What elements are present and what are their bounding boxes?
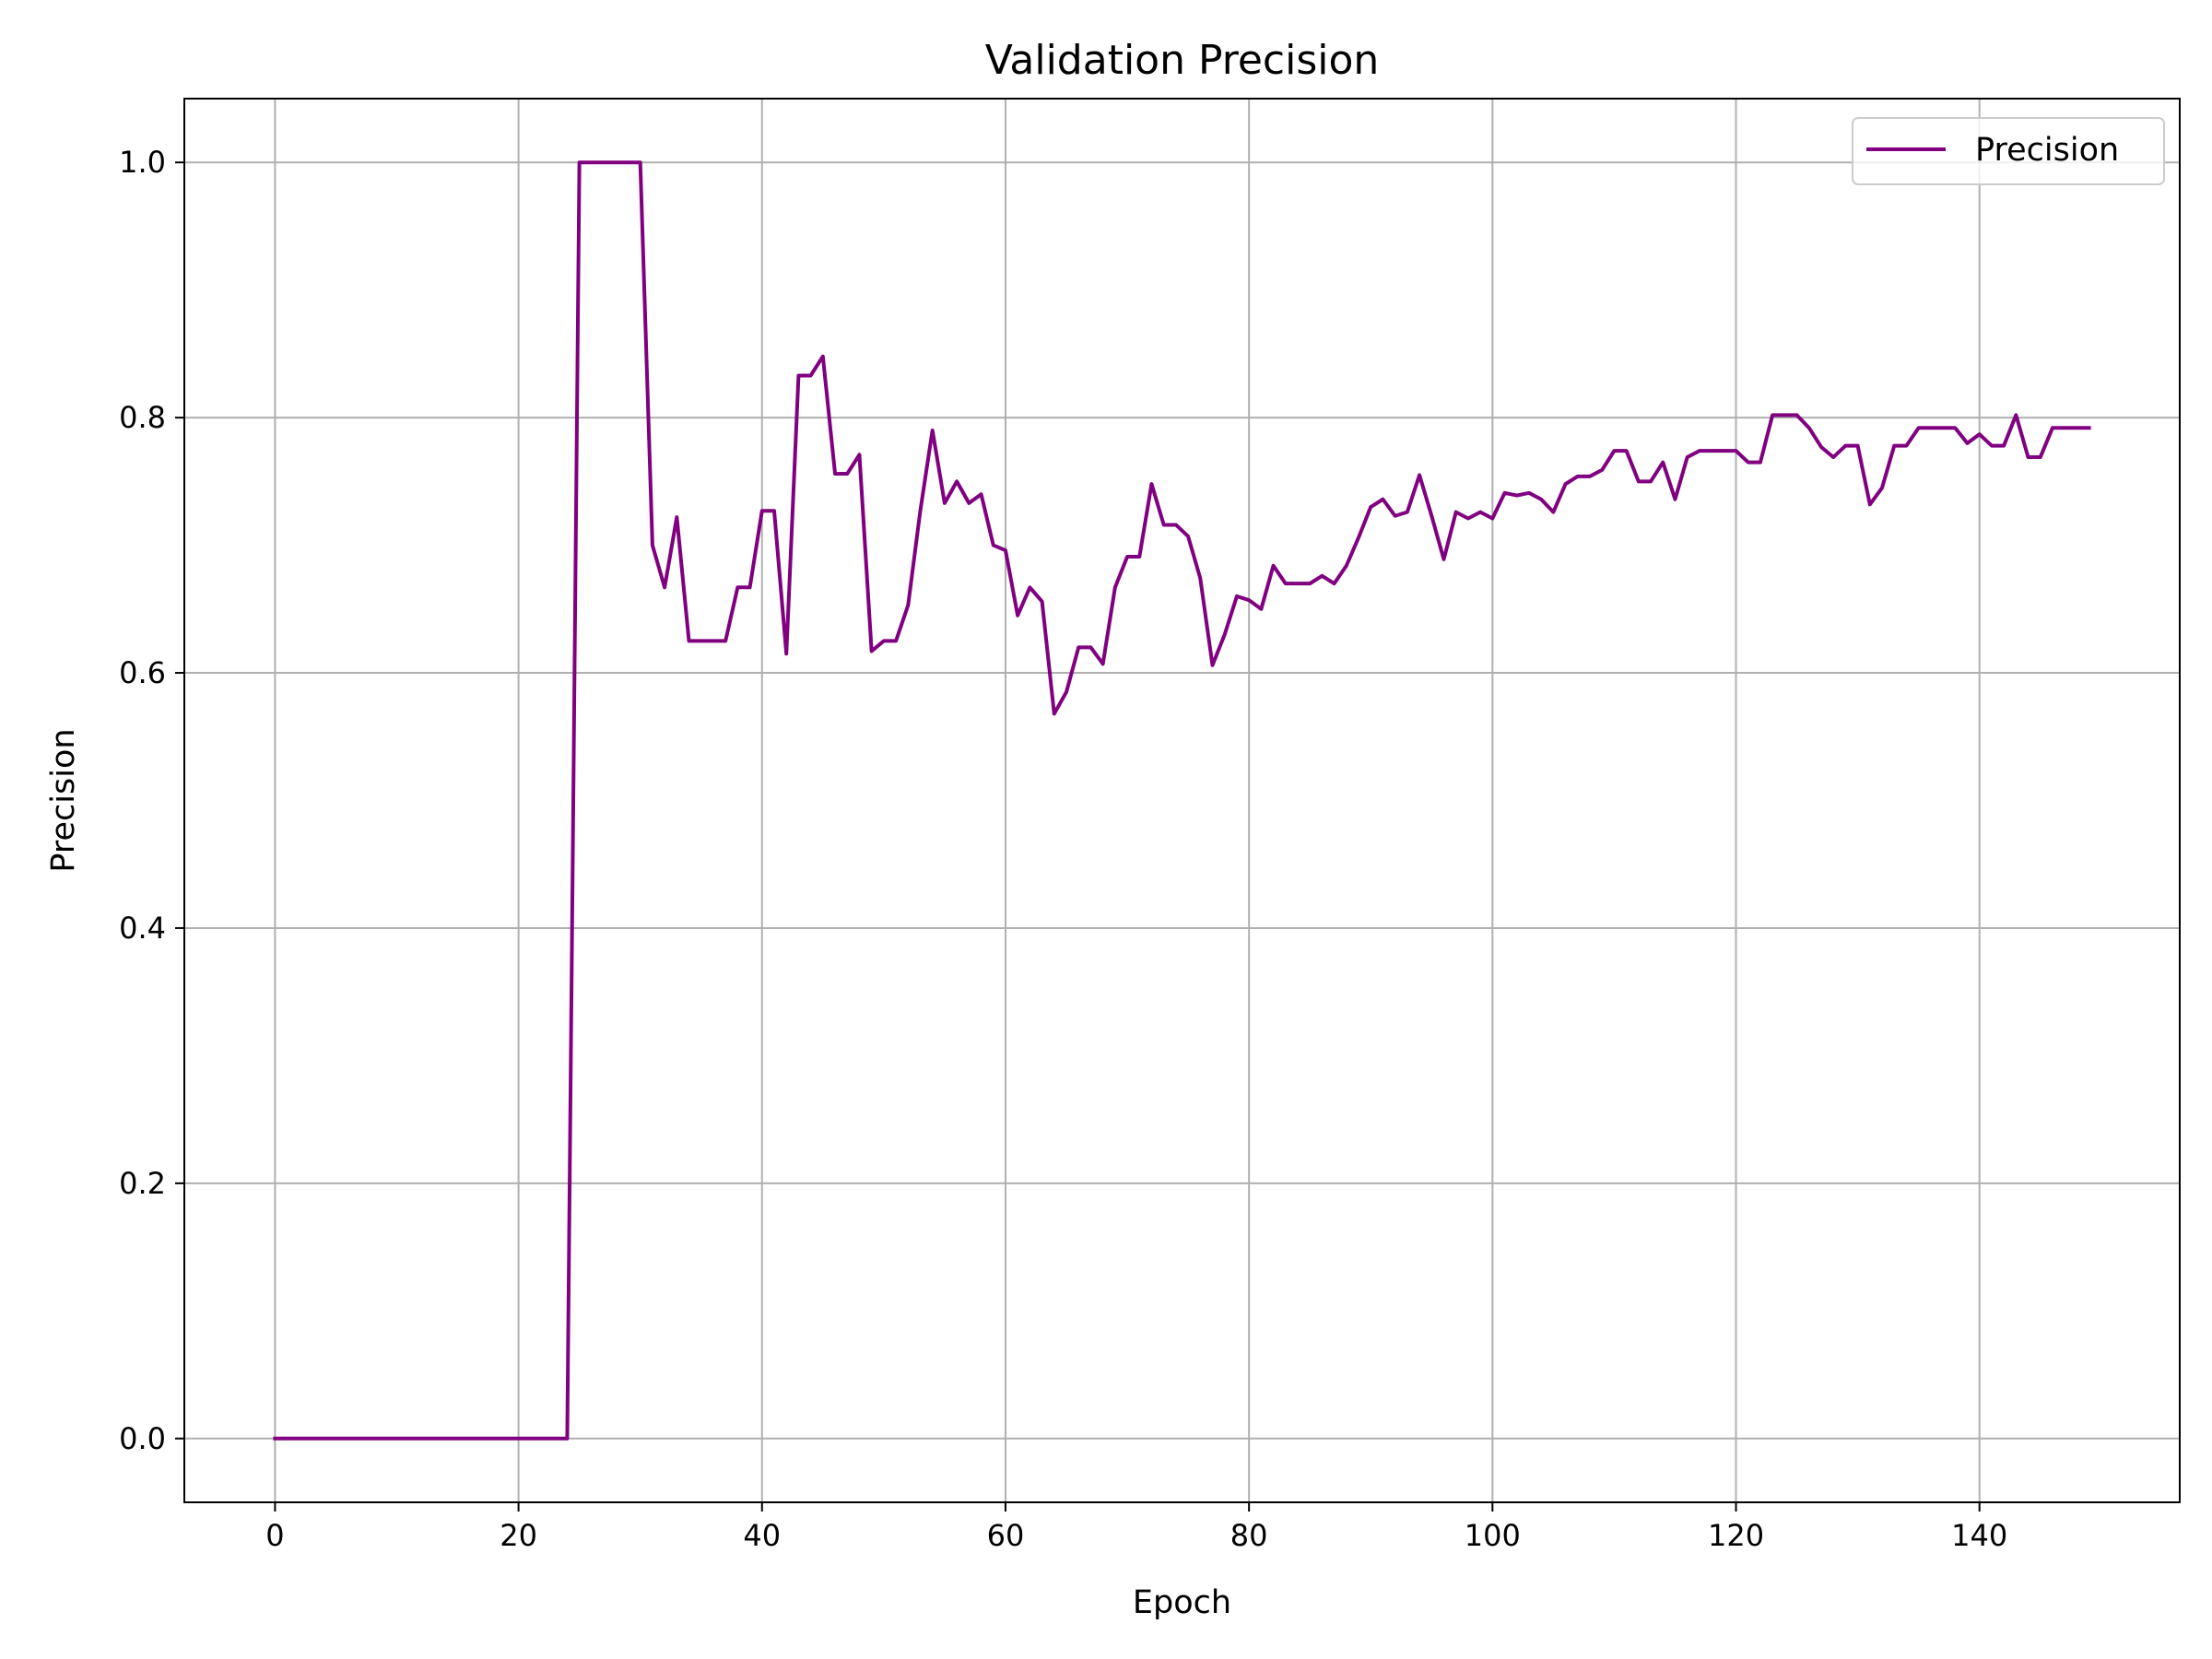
- x-tick-label: 0: [265, 1518, 284, 1553]
- chart-title: Validation Precision: [985, 37, 1380, 84]
- y-tick-label: 1.0: [119, 145, 166, 180]
- legend-box: [1852, 117, 2165, 185]
- y-tick-label: 0.6: [119, 655, 166, 690]
- x-tick-label: 20: [500, 1518, 537, 1553]
- series-layer: [273, 160, 2091, 1441]
- grid: [184, 99, 2180, 1502]
- x-tick-label: 140: [1951, 1518, 2007, 1553]
- ticks: 0 20 40 60 80 100 120 140 0.0 0.2 0.4 0.6 0.8 1.0: [119, 145, 2007, 1553]
- y-tick-label: 0.0: [119, 1421, 166, 1456]
- legend-label-precision: Precision: [1975, 132, 2119, 169]
- plot-area-frame: [183, 98, 2181, 1503]
- x-axis-label: Epoch: [1133, 1584, 1231, 1621]
- series-line-precision: [273, 160, 2091, 1441]
- y-tick-label: 0.2: [119, 1166, 166, 1201]
- y-tick-label: 0.8: [119, 400, 166, 435]
- y-axis-label: Precision: [45, 728, 82, 872]
- y-tick-label: 0.4: [119, 911, 166, 946]
- x-tick-label: 100: [1465, 1518, 1521, 1553]
- legend: Precision: [1852, 117, 2165, 185]
- x-tick-label: 120: [1708, 1518, 1764, 1553]
- x-tick-label: 60: [987, 1518, 1025, 1553]
- x-tick-label: 80: [1230, 1518, 1268, 1553]
- x-tick-label: 40: [743, 1518, 781, 1553]
